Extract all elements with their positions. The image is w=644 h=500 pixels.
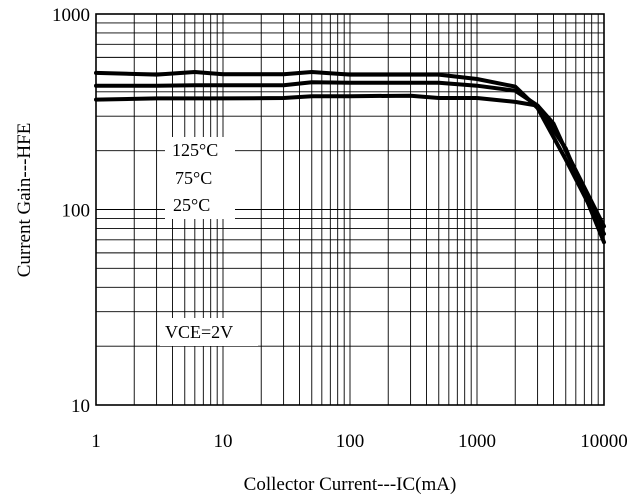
x-tick-label: 100 [336,431,365,452]
y-axis-title: Current Gain---HFE [14,123,35,278]
label-vce: VCE=2V [165,322,233,342]
y-tick-label: 1000 [52,5,90,26]
plot-frame [95,13,605,406]
x-tick-label: 10000 [580,431,628,452]
label-25c: 25°C [173,195,210,215]
label-75c: 75°C [175,168,212,188]
y-tick-label: 10 [71,396,90,417]
label-125c: 125°C [172,140,218,160]
annotation-group: 125°C 75°C 25°C VCE=2V [160,137,258,346]
series-group [94,70,606,245]
x-tick-label: 10 [214,431,233,452]
temp-label-background [165,137,235,219]
x-tick-label: 1 [91,431,101,452]
x-axis-title: Collector Current---IC(mA) [244,474,457,495]
x-tick-label: 1000 [458,431,496,452]
series-line-2 [94,93,606,229]
y-tick-label: 100 [62,201,91,222]
vce-label-background [160,318,258,346]
